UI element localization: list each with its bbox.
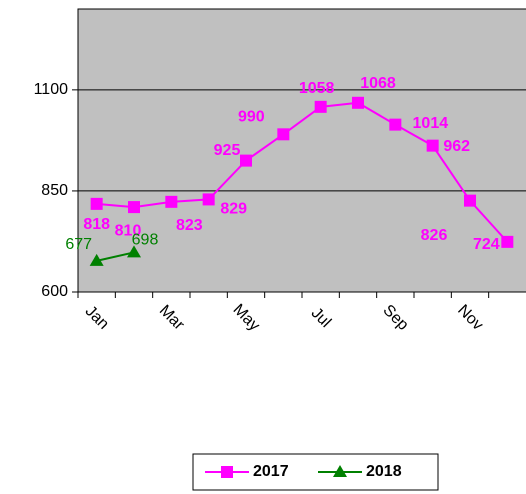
data-label: 818: [83, 216, 110, 233]
data-label: 1068: [360, 75, 396, 92]
legend-label: 2017: [253, 463, 289, 480]
y-tick-label: 600: [41, 283, 68, 300]
point: [352, 96, 364, 109]
point: [90, 197, 103, 210]
data-label: 1014: [413, 115, 449, 132]
point: [464, 194, 476, 207]
data-label: 698: [132, 232, 159, 249]
data-label: 826: [421, 227, 448, 244]
point: [240, 154, 252, 167]
x-tick-label: Sep: [379, 302, 411, 334]
data-label: 677: [65, 236, 92, 253]
point: [127, 245, 141, 258]
data-label: 925: [214, 142, 241, 159]
plot-area: [77, 8, 526, 293]
data-label: 990: [238, 109, 265, 126]
data-label: 810: [115, 222, 142, 239]
point: [314, 100, 327, 113]
x-tick-label: Jul: [308, 305, 334, 331]
data-label: 829: [220, 201, 247, 218]
data-label: 962: [443, 138, 470, 155]
legend-label: 2018: [366, 463, 402, 480]
point: [501, 235, 514, 248]
x-tick-label: May: [229, 301, 262, 334]
point: [426, 139, 439, 152]
point: [89, 253, 104, 266]
point: [165, 195, 178, 208]
y-tick-label: 850: [41, 182, 68, 199]
y-tick-label: 1100: [34, 81, 69, 98]
point: [128, 201, 140, 214]
x-tick-label: Mar: [156, 302, 188, 334]
line: [96, 251, 135, 262]
line: [96, 101, 509, 243]
data-label: 823: [176, 217, 203, 234]
data-label: 1058: [299, 80, 335, 97]
x-tick-label: Jan: [82, 303, 112, 333]
x-tick-label: Nov: [454, 302, 486, 334]
point: [389, 118, 402, 131]
legend-marker: [221, 466, 233, 478]
point: [202, 193, 215, 206]
legend-marker: [333, 465, 347, 477]
data-label: 724: [473, 236, 500, 253]
point: [277, 128, 290, 141]
